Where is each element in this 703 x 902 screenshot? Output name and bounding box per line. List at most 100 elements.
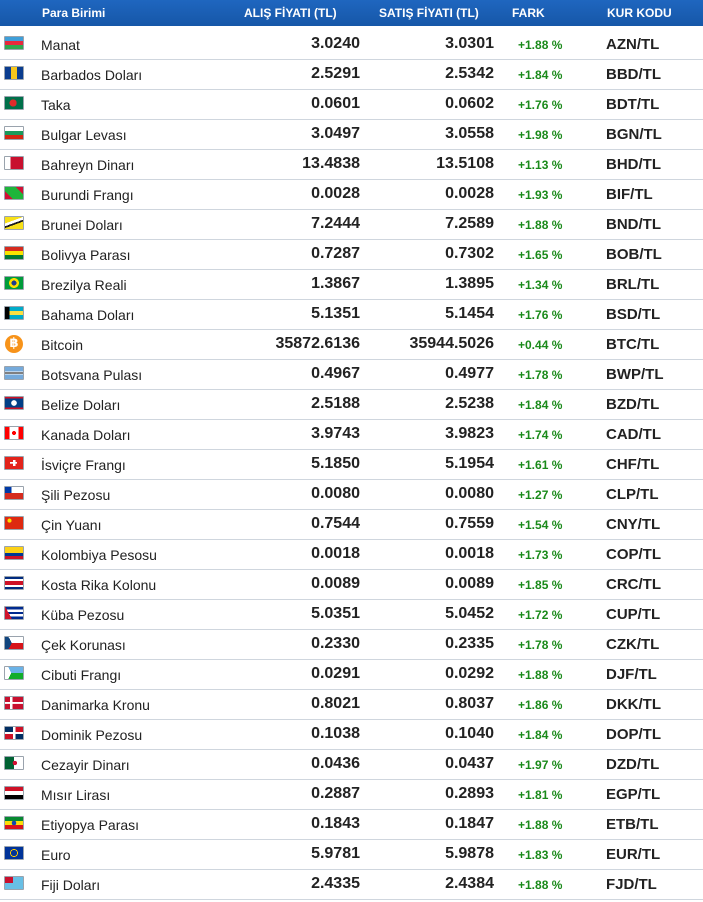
table-row[interactable]: Bahreyn Dinarı 13.4838 13.5108 +1.13 % BHD/T… [0,150,703,180]
table-row[interactable]: İsviçre Frangı 5.1850 5.1954 +1.61 % CHF/TL [0,450,703,480]
rate-code[interactable]: BBD/TL [606,66,661,83]
rate-code[interactable]: BDT/TL [606,96,660,113]
currency-name[interactable]: Brunei Doları [41,217,123,233]
rate-code[interactable]: BTC/TL [606,336,660,353]
column-header-rate-code[interactable]: KUR KODU [607,6,672,20]
column-header-currency[interactable]: Para Birimi [42,6,106,20]
table-row[interactable]: Botsvana Pulası 0.4967 0.4977 +1.78 % BWP/TL [0,360,703,390]
rate-code[interactable]: DJF/TL [606,666,657,683]
currency-name[interactable]: Barbados Doları [41,67,143,83]
currency-name[interactable]: Bahama Doları [41,307,135,323]
table-row[interactable]: Şili Pezosu 0.0080 0.0080 +1.27 % CLP/TL [0,480,703,510]
rate-code[interactable]: BSD/TL [606,306,661,323]
table-row[interactable]: Küba Pezosu 5.0351 5.0452 +1.72 % CUP/TL [0,600,703,630]
currency-name[interactable]: Kanada Doları [41,427,131,443]
table-row[interactable]: Etiyopya Parası 0.1843 0.1847 +1.88 % ETB/TL [0,810,703,840]
currency-name[interactable]: Bolivya Parası [41,247,131,263]
table-row[interactable]: Cezayir Dinarı 0.0436 0.0437 +1.97 % DZD/TL [0,750,703,780]
rate-code[interactable]: BND/TL [606,216,661,233]
table-row[interactable]: Cibuti Frangı 0.0291 0.0292 +1.88 % DJF/TL [0,660,703,690]
currency-name[interactable]: Çin Yuanı [41,517,102,533]
country-flag-icon [4,36,24,50]
rate-code[interactable]: DOP/TL [606,726,661,743]
currency-name[interactable]: Şili Pezosu [41,487,111,503]
currency-name[interactable]: Bitcoin [41,337,84,353]
sell-price: 7.2589 [445,215,494,232]
column-header-sell-price[interactable]: SATIŞ FİYATI (TL) [379,6,479,20]
currency-name[interactable]: Mısır Lirası [41,787,111,803]
rate-code[interactable]: AZN/TL [606,36,660,53]
currency-name[interactable]: Taka [41,97,71,113]
rate-code[interactable]: BIF/TL [606,186,653,203]
rate-code[interactable]: BOB/TL [606,246,662,263]
table-row[interactable]: Bolivya Parası 0.7287 0.7302 +1.65 % BOB/TL [0,240,703,270]
table-row[interactable]: ฿ Bitcoin 35872.6136 35944.5026 +0.44 % BTC/T… [0,330,703,360]
currency-name[interactable]: Bulgar Levası [41,127,127,143]
sell-price: 13.5108 [436,155,494,172]
table-row[interactable]: Brezilya Reali 1.3867 1.3895 +1.34 % BRL/TL [0,270,703,300]
currency-name[interactable]: Cezayir Dinarı [41,757,130,773]
rate-code[interactable]: CNY/TL [606,516,661,533]
table-row[interactable]: Belize Doları 2.5188 2.5238 +1.84 % BZD/TL [0,390,703,420]
table-row[interactable]: Taka 0.0601 0.0602 +1.76 % BDT/TL [0,90,703,120]
sell-price: 5.1454 [445,305,494,322]
currency-name[interactable]: Fiji Doları [41,877,101,893]
currency-name[interactable]: Burundi Frangı [41,187,134,203]
table-row[interactable]: Kosta Rika Kolonu 0.0089 0.0089 +1.85 % CRC/… [0,570,703,600]
country-flag-icon [4,636,24,650]
table-row[interactable]: Euro 5.9781 5.9878 +1.83 % EUR/TL [0,840,703,870]
currency-name[interactable]: Küba Pezosu [41,607,125,623]
currency-name[interactable]: Kosta Rika Kolonu [41,577,157,593]
rate-code[interactable]: BHD/TL [606,156,661,173]
currency-name[interactable]: Euro [41,847,71,863]
currency-name[interactable]: Manat [41,37,80,53]
rate-code[interactable]: COP/TL [606,546,661,563]
table-row[interactable]: Çek Korunası 0.2330 0.2335 +1.78 % CZK/TL [0,630,703,660]
rate-code[interactable]: DKK/TL [606,696,661,713]
table-row[interactable]: Kanada Doları 3.9743 3.9823 +1.74 % CAD/TL [0,420,703,450]
rate-code[interactable]: ETB/TL [606,816,659,833]
rate-code[interactable]: DZD/TL [606,756,660,773]
rate-code[interactable]: CHF/TL [606,456,660,473]
rate-code[interactable]: CLP/TL [606,486,659,503]
column-header-change[interactable]: FARK [512,6,545,20]
rate-code[interactable]: BGN/TL [606,126,662,143]
table-row[interactable]: Bahama Doları 5.1351 5.1454 +1.76 % BSD/TL [0,300,703,330]
table-row[interactable]: Çin Yuanı 0.7544 0.7559 +1.54 % CNY/TL [0,510,703,540]
sell-price: 2.5238 [445,395,494,412]
rate-code[interactable]: FJD/TL [606,876,657,893]
rate-code[interactable]: CAD/TL [606,426,661,443]
table-row[interactable]: Barbados Doları 2.5291 2.5342 +1.84 % BBD/TL [0,60,703,90]
table-row[interactable]: Kolombiya Pesosu 0.0018 0.0018 +1.73 % COP/T… [0,540,703,570]
change-percent: +1.78 % [518,368,563,382]
table-row[interactable]: Danimarka Kronu 0.8021 0.8037 +1.86 % DKK/TL [0,690,703,720]
column-header-buy-price[interactable]: ALIŞ FİYATI (TL) [244,6,337,20]
currency-name[interactable]: Çek Korunası [41,637,126,653]
rate-code[interactable]: BZD/TL [606,396,660,413]
rate-code[interactable]: BRL/TL [606,276,660,293]
table-row[interactable]: Burundi Frangı 0.0028 0.0028 +1.93 % BIF/TL [0,180,703,210]
currency-name[interactable]: Danimarka Kronu [41,697,150,713]
currency-name[interactable]: Cibuti Frangı [41,667,122,683]
currency-name[interactable]: Belize Doları [41,397,121,413]
currency-name[interactable]: Dominik Pezosu [41,727,143,743]
currency-name[interactable]: Etiyopya Parası [41,817,140,833]
rate-code[interactable]: CZK/TL [606,636,660,653]
table-row[interactable]: Fiji Doları 2.4335 2.4384 +1.88 % FJD/TL [0,870,703,900]
rate-code[interactable]: CUP/TL [606,606,661,623]
currency-name[interactable]: Brezilya Reali [41,277,127,293]
rate-code[interactable]: EGP/TL [606,786,661,803]
sell-price: 35944.5026 [409,335,494,352]
currency-name[interactable]: Bahreyn Dinarı [41,157,135,173]
table-row[interactable]: Mısır Lirası 0.2887 0.2893 +1.81 % EGP/TL [0,780,703,810]
currency-name[interactable]: Botsvana Pulası [41,367,143,383]
rate-code[interactable]: CRC/TL [606,576,661,593]
table-row[interactable]: Brunei Doları 7.2444 7.2589 +1.88 % BND/TL [0,210,703,240]
rate-code[interactable]: BWP/TL [606,366,664,383]
table-row[interactable]: Dominik Pezosu 0.1038 0.1040 +1.84 % DOP/TL [0,720,703,750]
rate-code[interactable]: EUR/TL [606,846,661,863]
currency-name[interactable]: İsviçre Frangı [41,457,126,473]
table-row[interactable]: Bulgar Levası 3.0497 3.0558 +1.98 % BGN/TL [0,120,703,150]
table-row[interactable]: Manat 3.0240 3.0301 +1.88 % AZN/TL [0,30,703,60]
currency-name[interactable]: Kolombiya Pesosu [41,547,157,563]
